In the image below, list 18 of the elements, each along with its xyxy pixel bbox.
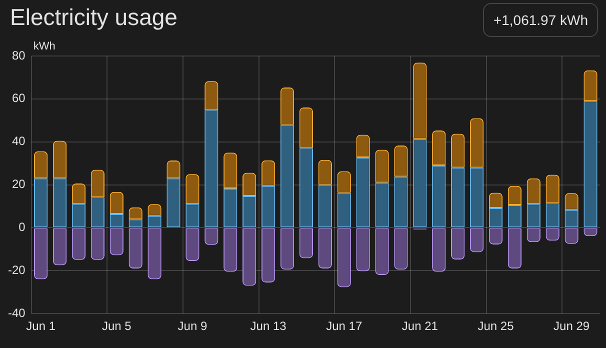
y-tick-label: 80 <box>12 48 26 62</box>
x-tick-label: Jun 17 <box>326 319 362 334</box>
y-tick-label: 0 <box>18 220 26 234</box>
y-tick-label: 60 <box>12 91 26 106</box>
y-tick-label: 20 <box>12 177 26 192</box>
x-tick-label: Jun 25 <box>478 319 514 334</box>
x-tick-label: Jun 5 <box>102 319 132 334</box>
x-tick-label: Jun 1 <box>26 319 56 334</box>
x-tick-label: Jun 21 <box>402 319 438 334</box>
y-axis-title: kWh <box>33 40 56 53</box>
chart-title: Electricity usage <box>10 4 178 31</box>
y-tick-label: -40 <box>8 306 26 320</box>
y-tick-label: 40 <box>12 134 26 148</box>
text: +1,061.97 kWh <box>483 3 598 37</box>
y-tick-label: -20 <box>8 262 26 277</box>
x-tick-label: Jun 13 <box>250 319 287 334</box>
x-tick-label: Jun 29 <box>554 319 590 334</box>
x-tick-label: Jun 9 <box>178 319 208 334</box>
